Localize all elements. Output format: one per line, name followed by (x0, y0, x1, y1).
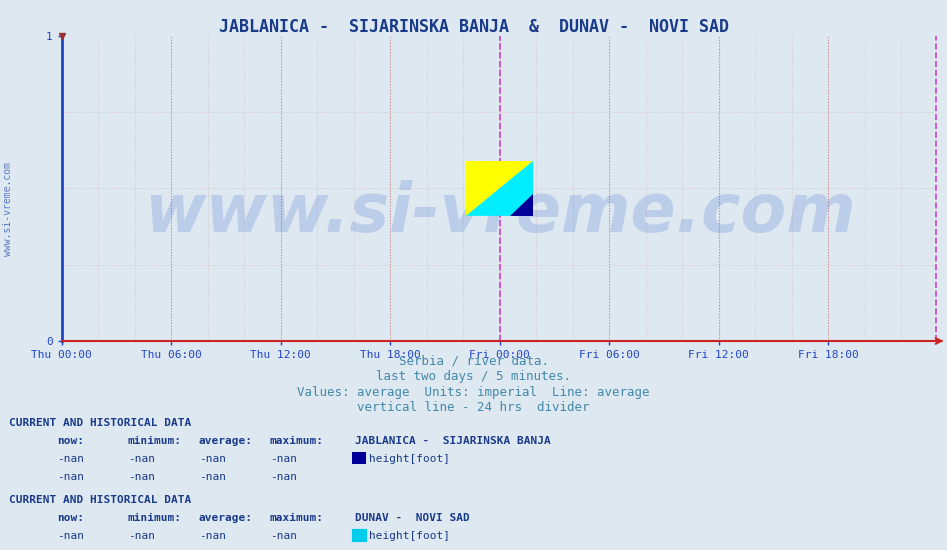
Text: maximum:: maximum: (270, 436, 324, 446)
Text: minimum:: minimum: (128, 513, 182, 523)
Text: average:: average: (199, 513, 253, 523)
Text: -nan: -nan (128, 531, 155, 541)
Text: -nan: -nan (270, 531, 297, 541)
Text: average:: average: (199, 436, 253, 446)
Text: CURRENT AND HISTORICAL DATA: CURRENT AND HISTORICAL DATA (9, 495, 191, 505)
Text: height[foot]: height[foot] (369, 531, 451, 541)
Text: height[foot]: height[foot] (369, 454, 451, 464)
Text: vertical line - 24 hrs  divider: vertical line - 24 hrs divider (357, 401, 590, 414)
Text: -nan: -nan (199, 471, 226, 482)
Polygon shape (509, 194, 533, 216)
Text: -nan: -nan (270, 454, 297, 464)
Text: -nan: -nan (57, 454, 84, 464)
Text: JABLANICA -  SIJARINSKA BANJA  &  DUNAV -  NOVI SAD: JABLANICA - SIJARINSKA BANJA & DUNAV - N… (219, 18, 728, 36)
Text: last two days / 5 minutes.: last two days / 5 minutes. (376, 370, 571, 383)
Text: -nan: -nan (270, 471, 297, 482)
Text: JABLANICA -  SIJARINSKA BANJA: JABLANICA - SIJARINSKA BANJA (355, 436, 551, 446)
Text: Serbia / river data.: Serbia / river data. (399, 355, 548, 368)
Text: DUNAV -  NOVI SAD: DUNAV - NOVI SAD (355, 513, 470, 523)
Text: -nan: -nan (128, 548, 155, 550)
Text: -nan: -nan (57, 531, 84, 541)
Text: -nan: -nan (128, 454, 155, 464)
Polygon shape (466, 161, 533, 216)
Text: maximum:: maximum: (270, 513, 324, 523)
Polygon shape (466, 161, 533, 216)
Text: Values: average  Units: imperial  Line: average: Values: average Units: imperial Line: av… (297, 386, 650, 399)
Text: minimum:: minimum: (128, 436, 182, 446)
Text: -nan: -nan (57, 471, 84, 482)
Text: www.si-vreme.com: www.si-vreme.com (144, 180, 855, 246)
Text: now:: now: (57, 436, 84, 446)
Text: -nan: -nan (199, 548, 226, 550)
Text: now:: now: (57, 513, 84, 523)
Text: -nan: -nan (270, 548, 297, 550)
Text: CURRENT AND HISTORICAL DATA: CURRENT AND HISTORICAL DATA (9, 418, 191, 428)
Text: www.si-vreme.com: www.si-vreme.com (3, 162, 12, 256)
Text: -nan: -nan (57, 548, 84, 550)
Text: -nan: -nan (199, 531, 226, 541)
Text: -nan: -nan (199, 454, 226, 464)
Text: -nan: -nan (128, 471, 155, 482)
